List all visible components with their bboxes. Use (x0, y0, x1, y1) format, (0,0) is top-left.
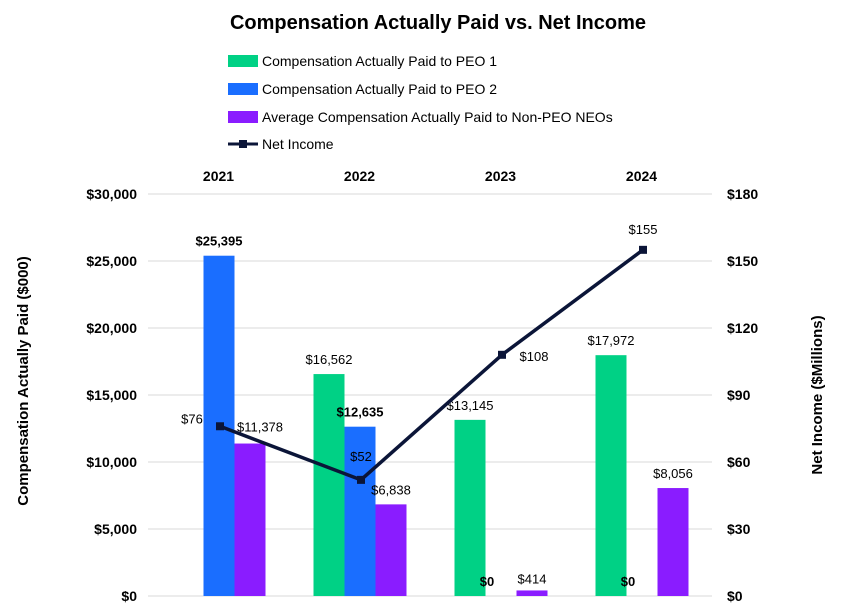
bar (313, 374, 345, 596)
y-tick-label: $15,000 (86, 387, 137, 403)
y-axis-title: Compensation Actually Paid ($000) (15, 256, 32, 506)
legend-swatch-peo1 (228, 55, 258, 67)
legend-label-peo1: Compensation Actually Paid to PEO 1 (262, 53, 497, 69)
y2-tick-label: $150 (727, 253, 758, 269)
bar-value-label: $0 (480, 574, 494, 589)
net-income-marker (498, 350, 506, 359)
bar (454, 419, 486, 596)
net-income-label: $76 (181, 411, 203, 426)
legend-marker-net-income (239, 140, 247, 148)
y2-tick-label: $0 (727, 588, 743, 604)
bar-value-label: $11,378 (237, 420, 283, 435)
bar (657, 488, 689, 596)
y-tick-label: $5,000 (94, 521, 137, 537)
y-axis-ticks: $0 $5,000 $10,000 $15,000 $20,000 $25,000 $30,… (86, 186, 137, 604)
bar-value-label: $13,145 (447, 398, 494, 413)
bar-value-label: $0 (621, 574, 635, 589)
bar-value-label: $12,635 (337, 405, 384, 420)
y2-tick-label: $120 (727, 320, 758, 336)
net-income-label: $52 (350, 449, 372, 464)
y-tick-label: $0 (121, 588, 137, 604)
y2-tick-label: $30 (727, 521, 751, 537)
bar (344, 426, 376, 596)
net-income-marker (357, 475, 365, 484)
bar (375, 504, 407, 596)
legend-swatch-peo2 (228, 83, 258, 95)
net-income-label: $108 (520, 349, 549, 364)
legend-swatch-non-peo (228, 111, 258, 123)
y-tick-label: $10,000 (86, 454, 137, 470)
category-label: 2022 (344, 168, 375, 184)
net-income-polyline (219, 248, 645, 482)
net-income-marker (216, 422, 224, 431)
legend-label-non-peo: Average Compensation Actually Paid to No… (262, 109, 613, 125)
category-label: 2023 (485, 168, 516, 184)
net-income-label: $155 (629, 222, 658, 237)
bar-value-label: $17,972 (588, 333, 635, 348)
chart-title: Compensation Actually Paid vs. Net Incom… (230, 12, 646, 34)
y2-tick-label: $90 (727, 387, 751, 403)
category-label: 2024 (626, 168, 657, 184)
legend-label-net-income: Net Income (262, 136, 334, 152)
bar (516, 590, 548, 596)
bar-value-label: $16,562 (306, 352, 353, 367)
net-income-marker (639, 245, 647, 254)
bar-labels: $16,562 $13,145 $17,972 $25,395 $12,635 $0 $0 $… (196, 234, 693, 589)
legend: Compensation Actually Paid to PEO 1 Comp… (228, 53, 613, 152)
y2-tick-label: $180 (727, 186, 758, 202)
y-tick-label: $25,000 (86, 253, 137, 269)
bars (203, 255, 689, 596)
category-labels: 2021 2022 2023 2024 (203, 168, 657, 184)
category-label: 2021 (203, 168, 234, 184)
net-income-line: $76 $52 $108 $155 (181, 222, 657, 484)
bar (595, 355, 627, 596)
y-tick-label: $20,000 (86, 320, 137, 336)
y2-tick-label: $60 (727, 454, 751, 470)
bar-value-label: $6,838 (371, 482, 411, 497)
bar-value-label: $25,395 (196, 234, 243, 249)
bar (234, 443, 266, 596)
legend-label-peo2: Compensation Actually Paid to PEO 2 (262, 81, 497, 97)
bar-value-label: $414 (518, 571, 547, 586)
y2-axis-title: Net Income ($Millions) (809, 315, 826, 474)
bar-value-label: $8,056 (653, 466, 693, 481)
y-tick-label: $30,000 (86, 186, 137, 202)
y2-axis-ticks: $0 $30 $60 $90 $120 $150 $180 (727, 186, 758, 604)
